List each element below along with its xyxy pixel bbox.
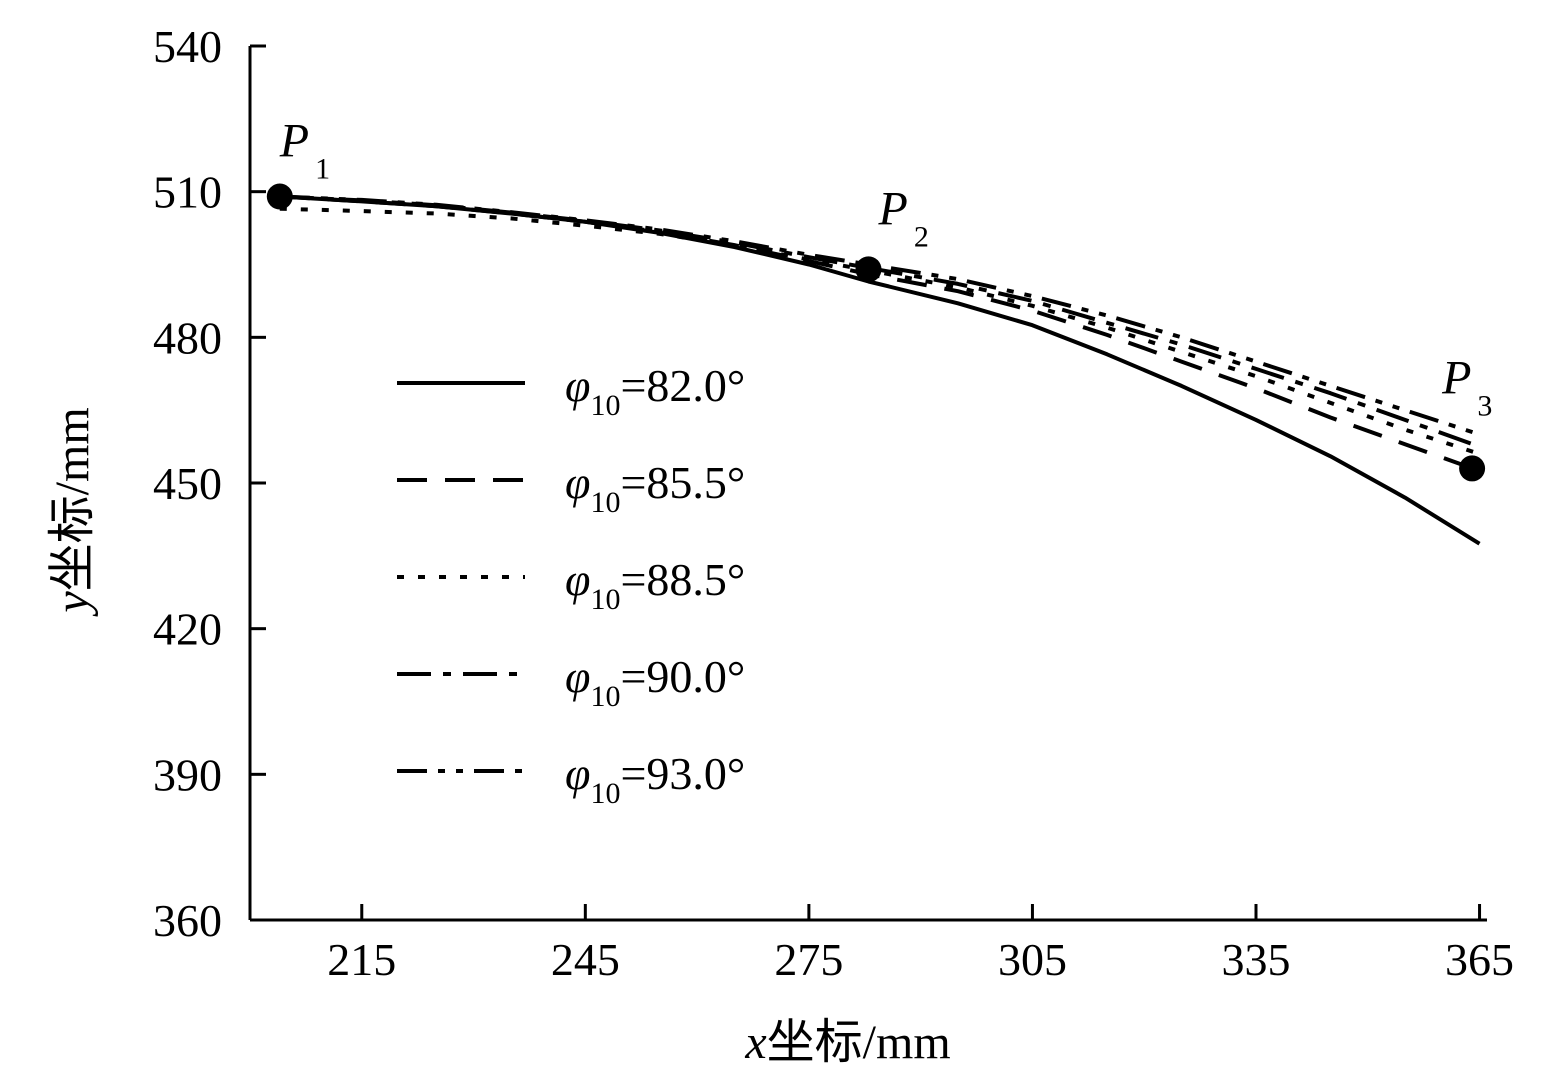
legend-value: =93.0° — [620, 748, 745, 799]
legend-subscript: 10 — [590, 389, 620, 422]
series-line-3 — [279, 206, 1481, 456]
point-label-main: P — [878, 182, 908, 235]
x-tick-label: 365 — [1445, 934, 1514, 985]
legend-symbol: φ — [565, 457, 590, 508]
x-axis-title: x坐标/mm — [744, 1016, 950, 1068]
legend-value: =85.5° — [620, 457, 745, 508]
point-marker-p2 — [855, 256, 882, 283]
point-marker-p1 — [266, 183, 293, 210]
legend-label-2: φ10=85.5° — [565, 457, 745, 519]
y-tick-label: 540 — [153, 21, 222, 72]
legend-symbol: φ — [565, 360, 590, 411]
legend-subscript: 10 — [590, 486, 620, 519]
legend-label-1: φ10=82.0° — [565, 360, 745, 422]
x-tick-label: 305 — [998, 934, 1067, 985]
y-tick-label: 390 — [153, 749, 222, 800]
series-line-1 — [279, 194, 1481, 546]
legend-label-4: φ10=90.0° — [565, 651, 745, 713]
series-layer — [279, 194, 1481, 546]
series-line-5 — [279, 194, 1481, 437]
x-tick-label: 245 — [551, 934, 620, 985]
legend-symbol: φ — [565, 554, 590, 605]
series-line-4 — [279, 194, 1481, 449]
y-tick-label: 360 — [153, 895, 222, 946]
point-label-p1: P1 — [279, 115, 330, 186]
x-tick-label: 275 — [774, 934, 843, 985]
point-label-main: P — [1441, 351, 1471, 404]
legend-value: =88.5° — [620, 554, 745, 605]
y-tick-label: 450 — [153, 458, 222, 509]
point-label-main: P — [279, 115, 309, 168]
point-label-p3: P3 — [1441, 351, 1492, 422]
point-label-subscript: 3 — [1477, 389, 1492, 422]
legend-symbol: φ — [565, 748, 590, 799]
point-label-subscript: 1 — [315, 153, 330, 186]
x-tick-label: 215 — [327, 934, 396, 985]
y-tick-label: 510 — [153, 167, 222, 218]
legend-subscript: 10 — [590, 583, 620, 616]
point-label-subscript: 2 — [914, 220, 929, 253]
x-axis-unit: 坐标/mm — [767, 1016, 951, 1068]
legend-label-3: φ10=88.5° — [565, 554, 745, 616]
y-tick-label: 420 — [153, 604, 222, 655]
legend-subscript: 10 — [590, 777, 620, 810]
x-tick-label: 335 — [1221, 934, 1290, 985]
point-label-p2: P2 — [878, 182, 929, 253]
legend-value: =82.0° — [620, 360, 745, 411]
y-tick-label: 480 — [153, 312, 222, 363]
y-axis-unit: 坐标/mm — [46, 407, 99, 591]
y-axis-variable: y — [46, 591, 99, 618]
legend-subscript: 10 — [590, 680, 620, 713]
x-axis-variable: x — [744, 1016, 766, 1068]
axes: 215 245 275 305 335 365 360 390 420 450 480 510 540 — [153, 21, 1514, 985]
point-marker-p3 — [1459, 455, 1486, 482]
legend-label-5: φ10=93.0° — [565, 748, 745, 810]
y-axis-title: y坐标/mm — [46, 407, 99, 617]
series-line-2 — [279, 194, 1481, 473]
legend: φ10=82.0°φ10=85.5°φ10=88.5°φ10=90.0°φ10=… — [397, 360, 745, 810]
legend-symbol: φ — [565, 651, 590, 702]
legend-value: =90.0° — [620, 651, 745, 702]
